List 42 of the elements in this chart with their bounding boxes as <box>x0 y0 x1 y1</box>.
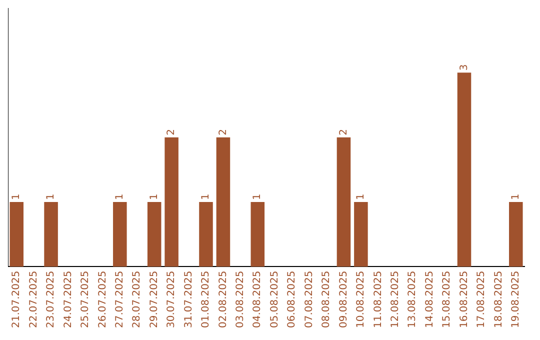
x-tick-label: 02.08.2025 <box>218 270 229 328</box>
data-label: 3 <box>458 64 470 71</box>
x-tick-label: 26.07.2025 <box>97 270 108 328</box>
x-tick-label: 10.08.2025 <box>356 270 367 328</box>
x-tick-label: 11.08.2025 <box>372 270 384 328</box>
data-label: 2 <box>166 128 178 136</box>
x-tick-label: 16.08.2025 <box>458 270 470 328</box>
x-tick-label: 28.07.2025 <box>132 270 143 328</box>
x-tick-label: 17.08.2025 <box>476 270 488 328</box>
x-tick-label: 12.08.2025 <box>390 270 401 328</box>
data-label: 1 <box>148 194 160 200</box>
x-tick-label: 07.08.2025 <box>304 270 315 328</box>
data-label: 2 <box>338 128 350 136</box>
data-label: 1 <box>46 194 57 200</box>
x-tick-label: 04.08.2025 <box>252 270 264 328</box>
x-tick-label: 30.07.2025 <box>166 270 178 328</box>
x-tick-label: 05.08.2025 <box>269 270 280 328</box>
x-tick-label: 29.07.2025 <box>148 270 160 328</box>
x-tick-label: 08.08.2025 <box>321 270 332 328</box>
x-tick-label: 25.07.2025 <box>80 270 92 328</box>
x-tick-label: 14.08.2025 <box>424 270 436 328</box>
x-tick-label: 24.07.2025 <box>62 270 74 328</box>
x-tick-label: 09.08.2025 <box>338 270 350 328</box>
x-tick-label: 01.08.2025 <box>200 270 212 328</box>
x-tick-label: 22.07.2025 <box>28 270 40 328</box>
x-tick-label: 19.08.2025 <box>510 270 522 328</box>
data-label: 1 <box>510 194 522 200</box>
x-tick-label: 18.08.2025 <box>493 270 504 328</box>
data-label: 1 <box>114 194 126 200</box>
x-tick-label: 21.07.2025 <box>11 270 22 328</box>
data-label: 1 <box>356 194 367 200</box>
data-label: 1 <box>252 194 264 200</box>
data-label: 1 <box>200 194 212 200</box>
x-tick-label: 27.07.2025 <box>114 270 126 328</box>
x-tick-label: 06.08.2025 <box>286 270 298 328</box>
x-tick-label: 15.08.2025 <box>442 270 453 328</box>
data-label: 2 <box>218 128 229 136</box>
x-tick-label: 31.07.2025 <box>183 270 194 328</box>
x-tick-label: 03.08.2025 <box>235 270 246 328</box>
data-label: 1 <box>11 194 22 200</box>
x-tick-label: 13.08.2025 <box>407 270 418 328</box>
x-tick-label: 23.07.2025 <box>46 270 57 328</box>
